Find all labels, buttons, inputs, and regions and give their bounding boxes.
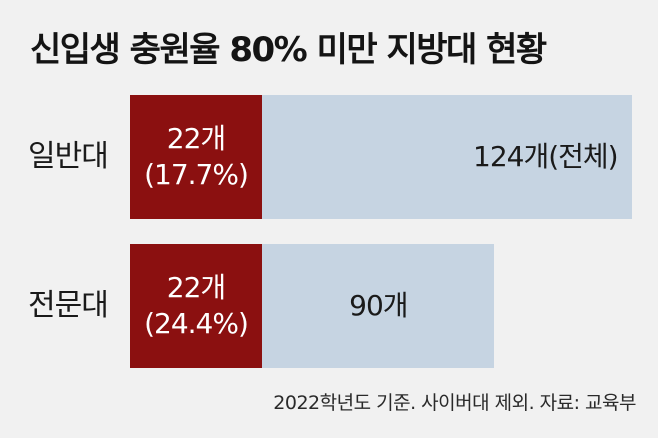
under-80-count-label: 22개 (166, 122, 226, 155)
bar-row: 전문대 22개 (24.4%) 90개 (0, 244, 658, 368)
bar-row: 일반대 22개 (17.7%) 124개(전체) (0, 95, 658, 219)
under-80-bar: 22개 (24.4%) (130, 244, 262, 368)
source-note: 2022학년도 기준. 사이버대 제외. 자료: 교육부 (273, 392, 636, 414)
category-label: 전문대 (28, 288, 109, 323)
total-count-label: 90개 (349, 289, 408, 322)
under-80-percent-label: (24.4%) (144, 307, 249, 340)
total-count-label: 124개(전체) (473, 140, 619, 173)
under-80-percent-label: (17.7%) (144, 158, 249, 191)
under-80-bar: 22개 (17.7%) (130, 95, 262, 219)
chart-title: 신입생 충원율 80% 미만 지방대 현황 (30, 30, 547, 70)
category-label: 일반대 (28, 139, 109, 174)
under-80-count-label: 22개 (166, 271, 226, 304)
